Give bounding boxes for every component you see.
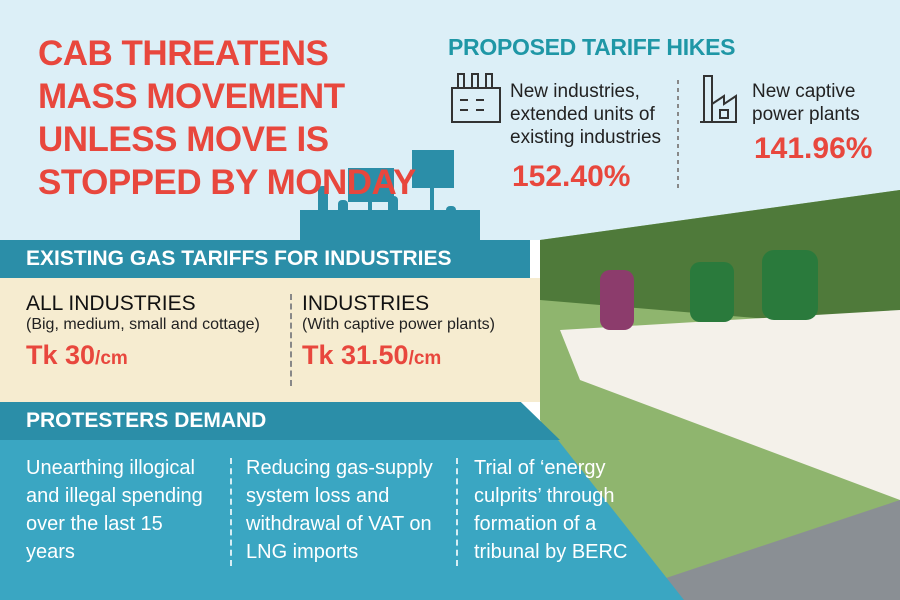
tariff-name: ALL INDUSTRIES: [26, 292, 196, 315]
photo-banner: [560, 310, 900, 500]
tariff-unit: /cm: [95, 348, 128, 369]
section-title: EXISTING GAS TARIFFS FOR INDUSTRIES: [0, 240, 530, 278]
section-title: PROPOSED TARIFF HIKES: [448, 34, 736, 60]
hike-value: 152.40%: [512, 160, 631, 193]
tariff-note: (With captive power plants): [302, 316, 495, 333]
headline: CAB THREATENS MASS MOVEMENT UNLESS MOVE …: [38, 34, 416, 202]
divider: [456, 458, 458, 566]
demand-item: Reducing gas-supply system loss and with…: [246, 457, 433, 563]
demand-item: Trial of ‘energy culprits’ through forma…: [474, 457, 628, 563]
divider: [290, 294, 292, 386]
tariff-note: (Big, medium, small and cottage): [26, 316, 260, 333]
hike-value: 141.96%: [754, 132, 873, 165]
factory-icon: [451, 73, 501, 123]
tariff-item: ALL INDUSTRIES (Big, medium, small and c…: [26, 292, 286, 371]
demand-item: Unearthing illogical and illegal spendin…: [26, 457, 203, 563]
tariff-panel: [0, 278, 540, 402]
photo-ground: [600, 500, 900, 600]
tariff-price: Tk 30: [26, 340, 96, 370]
hike-label: New captive power plants: [752, 81, 860, 125]
tariff-name: INDUSTRIES: [302, 292, 430, 315]
tariff-price: Tk 31.50: [302, 340, 409, 370]
top-panel: [0, 0, 900, 240]
tariff-item: INDUSTRIES (With captive power plants) T…: [302, 292, 537, 371]
tariff-unit: /cm: [408, 348, 442, 369]
demand-panel: [0, 440, 684, 600]
divider: [230, 458, 232, 566]
photo-people: [600, 250, 818, 330]
hike-label: New industries, extended units of existi…: [510, 81, 662, 148]
power-plant-icon: [700, 75, 737, 123]
tariff-price-row: Tk 30/cm: [26, 340, 286, 371]
protest-silhouette: [300, 150, 480, 240]
section-title: PROTESTERS DEMAND: [0, 402, 560, 440]
tariff-price-row: Tk 31.50/cm: [302, 340, 537, 371]
